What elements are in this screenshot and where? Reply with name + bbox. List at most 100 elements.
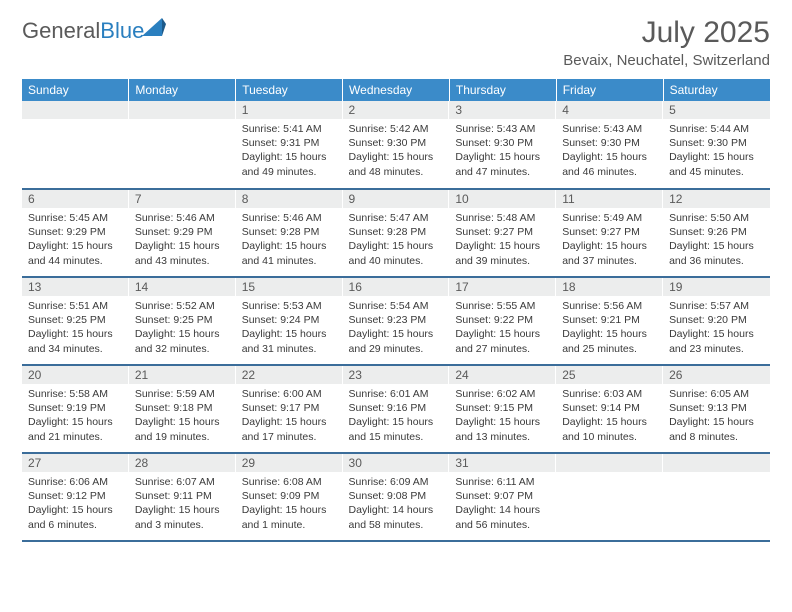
calendar-body: 1Sunrise: 5:41 AMSunset: 9:31 PMDaylight… <box>22 101 770 541</box>
day-number: 25 <box>556 366 663 384</box>
calendar-day-cell: 29Sunrise: 6:08 AMSunset: 9:09 PMDayligh… <box>236 453 343 541</box>
day-content: Sunrise: 5:54 AMSunset: 9:23 PMDaylight:… <box>343 296 450 360</box>
day-number: 1 <box>236 101 343 119</box>
day-number: 27 <box>22 454 129 472</box>
day-content: Sunrise: 5:43 AMSunset: 9:30 PMDaylight:… <box>449 119 556 183</box>
calendar-day-cell: 6Sunrise: 5:45 AMSunset: 9:29 PMDaylight… <box>22 189 129 277</box>
calendar-day-cell: 9Sunrise: 5:47 AMSunset: 9:28 PMDaylight… <box>343 189 450 277</box>
day-content: Sunrise: 5:59 AMSunset: 9:18 PMDaylight:… <box>129 384 236 448</box>
calendar-day-cell <box>556 453 663 541</box>
day-content: Sunrise: 5:55 AMSunset: 9:22 PMDaylight:… <box>449 296 556 360</box>
day-number <box>663 454 770 472</box>
day-number: 4 <box>556 101 663 119</box>
weekday-header: Thursday <box>449 79 556 101</box>
day-number: 29 <box>236 454 343 472</box>
calendar-day-cell: 21Sunrise: 5:59 AMSunset: 9:18 PMDayligh… <box>129 365 236 453</box>
calendar-day-cell <box>663 453 770 541</box>
day-number: 7 <box>129 190 236 208</box>
location-text: Bevaix, Neuchatel, Switzerland <box>563 52 770 69</box>
calendar-week-row: 6Sunrise: 5:45 AMSunset: 9:29 PMDaylight… <box>22 189 770 277</box>
day-number <box>556 454 663 472</box>
logo-word2: Blue <box>100 18 144 43</box>
calendar-day-cell: 24Sunrise: 6:02 AMSunset: 9:15 PMDayligh… <box>449 365 556 453</box>
title-block: July 2025 Bevaix, Neuchatel, Switzerland <box>563 18 770 69</box>
calendar-day-cell: 19Sunrise: 5:57 AMSunset: 9:20 PMDayligh… <box>663 277 770 365</box>
day-content: Sunrise: 5:46 AMSunset: 9:29 PMDaylight:… <box>129 208 236 272</box>
calendar-week-row: 20Sunrise: 5:58 AMSunset: 9:19 PMDayligh… <box>22 365 770 453</box>
day-content: Sunrise: 5:48 AMSunset: 9:27 PMDaylight:… <box>449 208 556 272</box>
day-content: Sunrise: 6:09 AMSunset: 9:08 PMDaylight:… <box>343 472 450 536</box>
calendar-day-cell: 10Sunrise: 5:48 AMSunset: 9:27 PMDayligh… <box>449 189 556 277</box>
day-number: 30 <box>343 454 450 472</box>
day-number: 20 <box>22 366 129 384</box>
calendar-day-cell: 17Sunrise: 5:55 AMSunset: 9:22 PMDayligh… <box>449 277 556 365</box>
day-content: Sunrise: 5:44 AMSunset: 9:30 PMDaylight:… <box>663 119 770 183</box>
day-number: 21 <box>129 366 236 384</box>
weekday-header: Wednesday <box>343 79 450 101</box>
day-content: Sunrise: 6:05 AMSunset: 9:13 PMDaylight:… <box>663 384 770 448</box>
calendar-day-cell: 18Sunrise: 5:56 AMSunset: 9:21 PMDayligh… <box>556 277 663 365</box>
calendar-day-cell: 13Sunrise: 5:51 AMSunset: 9:25 PMDayligh… <box>22 277 129 365</box>
day-number: 31 <box>449 454 556 472</box>
day-content: Sunrise: 6:03 AMSunset: 9:14 PMDaylight:… <box>556 384 663 448</box>
day-number: 18 <box>556 278 663 296</box>
calendar-day-cell: 5Sunrise: 5:44 AMSunset: 9:30 PMDaylight… <box>663 101 770 189</box>
day-content: Sunrise: 5:45 AMSunset: 9:29 PMDaylight:… <box>22 208 129 272</box>
day-content: Sunrise: 5:41 AMSunset: 9:31 PMDaylight:… <box>236 119 343 183</box>
calendar-week-row: 1Sunrise: 5:41 AMSunset: 9:31 PMDaylight… <box>22 101 770 189</box>
day-content: Sunrise: 5:52 AMSunset: 9:25 PMDaylight:… <box>129 296 236 360</box>
day-content: Sunrise: 6:02 AMSunset: 9:15 PMDaylight:… <box>449 384 556 448</box>
day-number: 14 <box>129 278 236 296</box>
day-content: Sunrise: 5:57 AMSunset: 9:20 PMDaylight:… <box>663 296 770 360</box>
logo-word1: General <box>22 18 100 43</box>
day-number: 16 <box>343 278 450 296</box>
weekday-header: Monday <box>129 79 236 101</box>
calendar-day-cell: 4Sunrise: 5:43 AMSunset: 9:30 PMDaylight… <box>556 101 663 189</box>
weekday-header: Friday <box>556 79 663 101</box>
calendar-day-cell: 20Sunrise: 5:58 AMSunset: 9:19 PMDayligh… <box>22 365 129 453</box>
calendar-day-cell: 15Sunrise: 5:53 AMSunset: 9:24 PMDayligh… <box>236 277 343 365</box>
day-content: Sunrise: 5:51 AMSunset: 9:25 PMDaylight:… <box>22 296 129 360</box>
day-number: 23 <box>343 366 450 384</box>
calendar-day-cell: 30Sunrise: 6:09 AMSunset: 9:08 PMDayligh… <box>343 453 450 541</box>
weekday-header: Sunday <box>22 79 129 101</box>
day-content: Sunrise: 6:06 AMSunset: 9:12 PMDaylight:… <box>22 472 129 536</box>
day-number: 3 <box>449 101 556 119</box>
day-content: Sunrise: 5:47 AMSunset: 9:28 PMDaylight:… <box>343 208 450 272</box>
day-content: Sunrise: 6:01 AMSunset: 9:16 PMDaylight:… <box>343 384 450 448</box>
calendar-week-row: 27Sunrise: 6:06 AMSunset: 9:12 PMDayligh… <box>22 453 770 541</box>
day-number: 17 <box>449 278 556 296</box>
day-number: 5 <box>663 101 770 119</box>
calendar-day-cell: 28Sunrise: 6:07 AMSunset: 9:11 PMDayligh… <box>129 453 236 541</box>
calendar-day-cell: 25Sunrise: 6:03 AMSunset: 9:14 PMDayligh… <box>556 365 663 453</box>
day-content: Sunrise: 5:50 AMSunset: 9:26 PMDaylight:… <box>663 208 770 272</box>
calendar-day-cell: 31Sunrise: 6:11 AMSunset: 9:07 PMDayligh… <box>449 453 556 541</box>
calendar-day-cell: 3Sunrise: 5:43 AMSunset: 9:30 PMDaylight… <box>449 101 556 189</box>
calendar-day-cell <box>129 101 236 189</box>
day-number: 8 <box>236 190 343 208</box>
calendar-day-cell: 12Sunrise: 5:50 AMSunset: 9:26 PMDayligh… <box>663 189 770 277</box>
day-number: 11 <box>556 190 663 208</box>
day-number: 6 <box>22 190 129 208</box>
day-number: 24 <box>449 366 556 384</box>
day-number: 13 <box>22 278 129 296</box>
calendar-day-cell: 22Sunrise: 6:00 AMSunset: 9:17 PMDayligh… <box>236 365 343 453</box>
day-number: 28 <box>129 454 236 472</box>
calendar-day-cell: 14Sunrise: 5:52 AMSunset: 9:25 PMDayligh… <box>129 277 236 365</box>
calendar-day-cell: 27Sunrise: 6:06 AMSunset: 9:12 PMDayligh… <box>22 453 129 541</box>
day-number: 2 <box>343 101 450 119</box>
calendar-head: SundayMondayTuesdayWednesdayThursdayFrid… <box>22 79 770 101</box>
day-number <box>22 101 129 119</box>
weekday-header: Saturday <box>663 79 770 101</box>
calendar-day-cell: 8Sunrise: 5:46 AMSunset: 9:28 PMDaylight… <box>236 189 343 277</box>
day-number: 15 <box>236 278 343 296</box>
logo-text: GeneralBlue <box>22 18 144 44</box>
day-content: Sunrise: 5:43 AMSunset: 9:30 PMDaylight:… <box>556 119 663 183</box>
calendar-table: SundayMondayTuesdayWednesdayThursdayFrid… <box>22 79 770 542</box>
header: GeneralBlue July 2025 Bevaix, Neuchatel,… <box>22 18 770 69</box>
day-content: Sunrise: 5:42 AMSunset: 9:30 PMDaylight:… <box>343 119 450 183</box>
day-content: Sunrise: 5:46 AMSunset: 9:28 PMDaylight:… <box>236 208 343 272</box>
logo-triangle-icon <box>142 18 166 36</box>
day-number: 10 <box>449 190 556 208</box>
day-number: 26 <box>663 366 770 384</box>
